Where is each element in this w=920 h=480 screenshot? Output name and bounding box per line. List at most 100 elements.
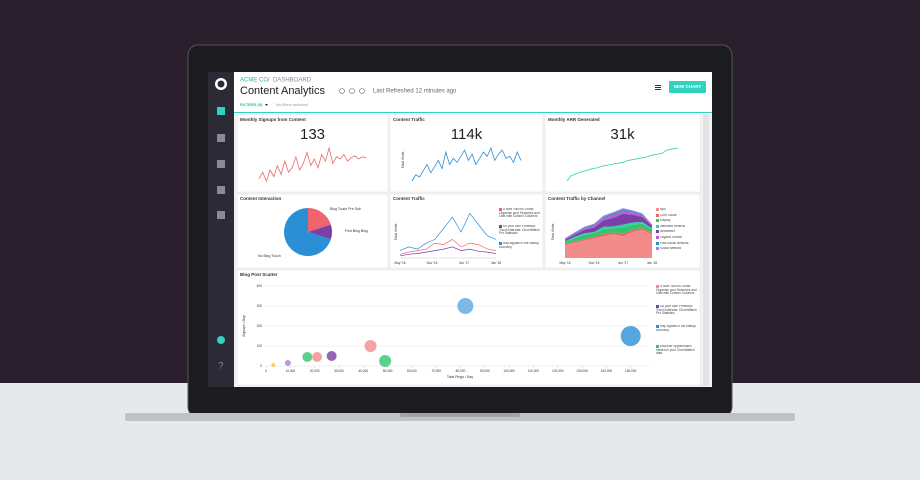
x-tick-label: 100,000	[503, 369, 515, 373]
bubble	[457, 298, 474, 314]
y-tick-label: 100	[257, 344, 263, 348]
legend-swatch	[499, 208, 502, 211]
axis-label: Signups / Day	[242, 315, 246, 337]
bubble	[326, 351, 337, 361]
menu-icon-2	[655, 87, 661, 88]
legend-label: Organic Search	[660, 236, 683, 239]
bubble	[379, 355, 392, 367]
legend-item: Display	[656, 219, 699, 224]
x-tick-label: 140,000	[601, 369, 613, 373]
legend-item: Do your own Professor Touch intervals: C…	[499, 225, 541, 240]
traffic-line	[399, 238, 497, 255]
pie-slice	[284, 208, 331, 257]
legend-swatch	[656, 247, 659, 251]
new-chart-label[interactable]: NEW CHART	[674, 84, 702, 89]
x-tick-label: 60,000	[407, 369, 417, 373]
axis-label: Total Pings / Day	[447, 375, 474, 379]
legend-label: Newsletter	[660, 230, 676, 234]
x-tick-label: 130,000	[576, 369, 588, 373]
channel-area	[565, 223, 652, 245]
legend-swatch	[656, 305, 659, 308]
laptop-notch	[400, 413, 520, 417]
x-tick-label: Jan '18	[647, 261, 657, 265]
nav-dashboards[interactable]	[217, 107, 225, 115]
legend-swatch	[499, 242, 502, 245]
new-chart-button[interactable]	[669, 81, 706, 93]
channel-area	[565, 222, 652, 242]
filters-toggle[interactable]: FILTERS (0)	[240, 102, 263, 107]
tile	[236, 114, 389, 193]
sparkline	[566, 147, 679, 182]
bubble	[284, 360, 291, 366]
legend-label: A Nice Touch's Ghost: Organize your Sear…	[656, 285, 697, 296]
legend-item: Nps	[656, 208, 699, 213]
tile-title: Content Traffic by Channel	[548, 196, 605, 201]
legend-label: Display	[660, 219, 671, 223]
legend-item: Identified Referral	[656, 224, 699, 230]
pie-label: First Blog Blog	[345, 229, 368, 233]
legend-swatch	[499, 225, 502, 228]
tile-title: Content Traffic	[393, 196, 425, 201]
y-tick-label: 0	[260, 364, 262, 368]
kpi-value: 31k	[610, 126, 635, 143]
bubble	[271, 363, 276, 367]
nav-settings[interactable]	[217, 336, 225, 344]
legend-item: Discover opportunities hidden in your Ch…	[656, 345, 700, 363]
info-icon[interactable]	[339, 88, 345, 94]
breadcrumb-section[interactable]: DASHBOARD	[273, 78, 312, 84]
legend-item: A Nice Touch's Ghost: Organize your Sear…	[656, 285, 700, 303]
x-tick-label: 90,000	[480, 369, 490, 373]
bubble	[620, 326, 641, 346]
legend-item: Newsletter	[656, 230, 699, 235]
legend-item: Organic Search	[656, 236, 699, 241]
nav-play[interactable]	[217, 160, 225, 168]
x-tick-label: 70,000	[431, 369, 441, 373]
refresh-icon[interactable]	[349, 88, 355, 94]
legend-swatch	[656, 208, 659, 211]
x-tick-label: 40,000	[358, 369, 368, 373]
x-tick-label: Jun '17	[618, 261, 628, 265]
tile	[544, 114, 701, 193]
y-tick-label: 400	[257, 284, 263, 288]
nav-alerts[interactable]	[217, 211, 225, 219]
legend-label: Do your own Professor Touch intervals: C…	[656, 305, 697, 316]
legend-item: Rap signals in the startup economy	[656, 325, 700, 343]
axis-label: Total Visits	[401, 151, 405, 168]
x-tick-label: May '16	[394, 261, 405, 265]
x-tick-label: Nov '16	[589, 261, 600, 265]
traffic-line	[399, 246, 497, 257]
legend-label: Paid Social Network	[660, 241, 689, 245]
y-tick-label: 200	[257, 324, 263, 328]
x-tick-label: Jan '18	[491, 261, 501, 265]
refresh-status: Last Refreshed 12 minutes ago	[373, 89, 457, 95]
tile	[389, 193, 544, 269]
legend-swatch	[656, 285, 659, 288]
pie-slice	[308, 208, 331, 232]
tile-title: Content Traffic	[393, 117, 425, 122]
tile-title: Blog Post Scatter	[240, 272, 278, 277]
kpi-value: 133	[300, 126, 325, 143]
sparkline	[258, 146, 367, 183]
scrollbar[interactable]	[703, 114, 709, 386]
nav-help[interactable]: ?	[218, 360, 223, 370]
star-icon[interactable]	[359, 88, 365, 94]
pie-label: No Blog Touch	[258, 254, 281, 258]
legend-swatch	[656, 241, 659, 245]
filters-caret	[265, 104, 268, 106]
sparkline	[411, 146, 522, 182]
traffic-line	[399, 212, 497, 251]
legend-swatch	[656, 219, 659, 223]
legend-item: Com Social	[656, 213, 699, 219]
legend-item: Rap signals in the startup economy	[499, 242, 541, 257]
filters-status: No filters selected	[276, 102, 308, 107]
channel-area	[565, 209, 652, 239]
channel-area	[565, 213, 652, 242]
sidebar	[208, 72, 234, 387]
breadcrumb-org[interactable]: ACME CO	[240, 78, 268, 84]
nav-tools[interactable]	[217, 186, 225, 194]
menu-icon[interactable]	[655, 85, 661, 86]
nav-reports[interactable]	[217, 134, 225, 142]
page-title: Content Analytics	[240, 85, 325, 97]
legend-item: A Nice Touch's Ghost: Organize your Sear…	[499, 208, 541, 223]
